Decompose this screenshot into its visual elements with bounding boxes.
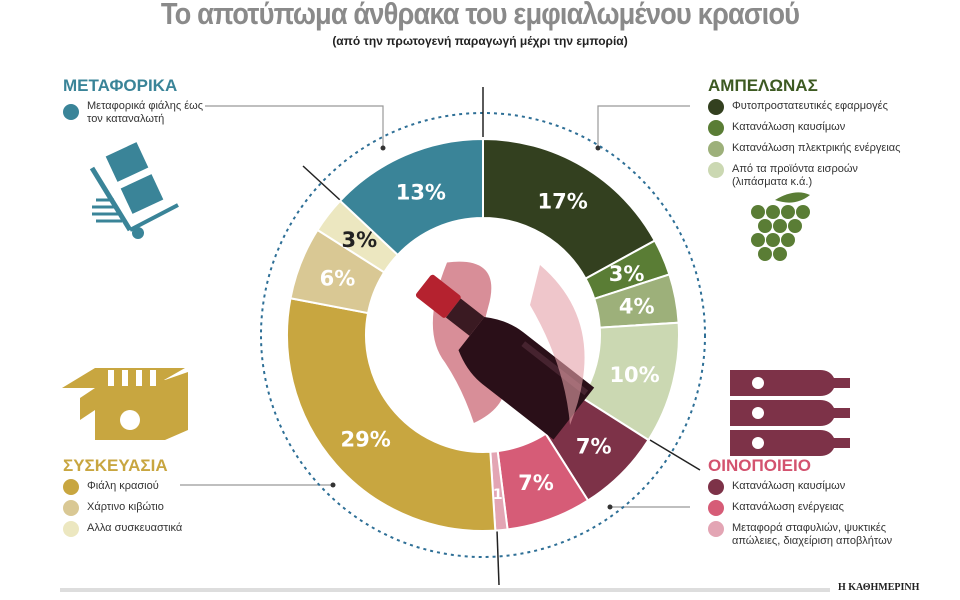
slice-label: 17%	[538, 189, 588, 213]
legend-label: Μεταφορά σταφυλιών, ψυκτικές απώλειες, δ…	[732, 522, 893, 547]
legend-heading: ΣΥΣΚΕΥΑΣΙΑ	[63, 456, 168, 475]
legend-item: Μεταφορά σταφυλιών, ψυκτικές απώλειες, δ…	[708, 521, 922, 548]
legend-item: Κατανάλωση καυσίμων	[708, 479, 922, 495]
connector-dots	[330, 145, 613, 510]
page-title: Το αποτύπωμα άνθρακα του εμφιαλωμένου κρ…	[160, 0, 800, 31]
legend-heading: ΑΜΠΕΛΩΝΑΣ	[708, 76, 818, 95]
slice-label: 7%	[518, 471, 554, 495]
legend-swatch	[708, 141, 724, 157]
legend-label: Κατανάλωση ενέργειας	[732, 501, 844, 513]
legend-label: Κατανάλωση καυσίμων	[732, 121, 846, 133]
slice-label: 10%	[609, 363, 659, 387]
legend-swatch	[708, 500, 724, 516]
legend-heading: ΟΙΝΟΠΟΙΕΙΟ	[708, 456, 811, 475]
wine-pour-illustration	[530, 265, 585, 425]
slice-label: 3%	[609, 262, 645, 286]
donut-slice	[338, 137, 484, 257]
legend-transport: ΜΕΤΑΦΟΡΙΚΑ Μεταφορικά φιάλης έως τον κατ…	[63, 76, 217, 132]
legend-item: Φυτοπροστατευτικές εφαρμογές	[708, 99, 900, 115]
legend-swatch	[708, 120, 724, 136]
legend-label: Κατανάλωση πλεκτρικής ενέργειας	[732, 142, 901, 154]
publisher-brand: Η ΚΑΘΗΜΕΡΙΝΗ	[838, 582, 920, 593]
legend-swatch	[708, 479, 724, 495]
legend-label: Φιάλη κρασιού	[87, 480, 159, 492]
slice-label: 4%	[619, 295, 655, 319]
legend-item: Φιάλη κρασιού	[63, 479, 182, 495]
legend-item: Κατανάλωση ενέργειας	[708, 500, 922, 516]
legend-label: Χάρτινο κιβώτιο	[87, 501, 164, 513]
legend-swatch	[708, 162, 724, 178]
slice-label: 29%	[340, 427, 390, 451]
legend-item: Αλλα συσκευαστικά	[63, 521, 183, 537]
donut-slice	[286, 297, 497, 532]
legend-winery: ΟΙΝΟΠΟΙΕΙΟ Κατανάλωση καυσίμων Κατανάλωσ…	[708, 456, 922, 554]
legend-item: Κατανάλωση πλεκτρικής ενέργειας	[708, 141, 901, 157]
legend-swatch	[708, 99, 724, 115]
wine-crate-icon	[62, 368, 188, 440]
legend-heading: ΜΕΤΑΦΟΡΙΚΑ	[63, 76, 178, 95]
group-divider-lines	[302, 87, 701, 586]
legend-item: Από τα προϊόντα εισροών (λιπάσματα κ.ά.)	[708, 162, 900, 189]
legend-label: Κατανάλωση καυσίμων	[732, 480, 846, 492]
legend-item: Μεταφορικά φιάλης έως τον καταναλωτή	[63, 100, 217, 126]
footer-bar	[60, 588, 830, 592]
legend-label: Φυτοπροστατευτικές εφαρμογές	[732, 100, 888, 112]
slice-label: 3%	[342, 228, 378, 252]
legend-label: Μεταφορικά φιάλης έως τον καταναλωτή	[87, 100, 204, 125]
legend-swatch	[63, 521, 79, 537]
legend-item: Κατανάλωση καυσίμων	[708, 120, 900, 136]
grapes-icon	[751, 192, 810, 261]
slice-label: 6%	[320, 266, 356, 290]
page-subtitle: (από την πρωτογενή παραγωγή μέχρι την εμ…	[332, 34, 628, 48]
legend-vineyard: ΑΜΠΕΛΩΝΑΣ Φυτοπροστατευτικές εφαρμογές Κ…	[708, 76, 900, 195]
legend-label: Από τα προϊόντα εισροών (λιπάσματα κ.ά.)	[732, 163, 858, 188]
legend-swatch	[63, 500, 79, 516]
wine-bottles-icon	[730, 370, 850, 456]
slice-label: 13%	[396, 180, 446, 204]
slice-label: 1	[493, 487, 503, 503]
legend-item: Χάρτινο κιβώτιο	[63, 500, 182, 516]
legend-label: Αλλα συσκευαστικά	[87, 522, 183, 534]
legend-swatch	[63, 104, 79, 120]
slice-label: 7%	[576, 435, 612, 459]
legend-packaging: ΣΥΣΚΕΥΑΣΙΑ Φιάλη κρασιού Χάρτινο κιβώτιο…	[63, 456, 182, 543]
legend-swatch	[708, 521, 724, 537]
legend-swatch	[63, 479, 79, 495]
hand-truck-icon	[89, 142, 179, 239]
